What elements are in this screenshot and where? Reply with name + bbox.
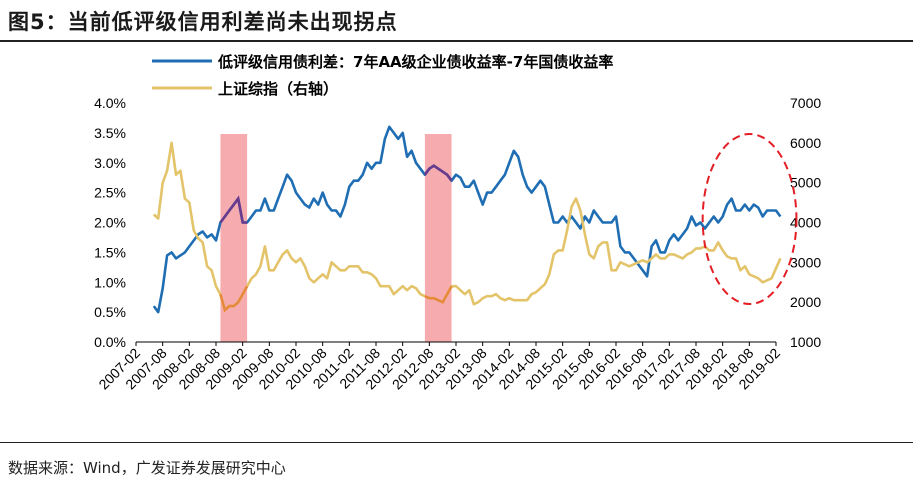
series-line-2 xyxy=(152,141,782,312)
y-left-tick-label: 1.5% xyxy=(94,244,126,260)
y-right-tick-label: 3000 xyxy=(790,254,821,270)
shaded-period-2 xyxy=(424,134,452,342)
y-right-tick-label: 1000 xyxy=(790,334,821,350)
y-left-tick-label: 2.0% xyxy=(94,215,126,231)
series-line-1-shaded-segment xyxy=(423,164,453,182)
y-right-tick-label: 2000 xyxy=(790,294,821,310)
legend-label-1: 低评级信用债利差：7年AA级企业债收益率-7年国债收益率 xyxy=(217,53,613,71)
title-rule xyxy=(0,40,913,42)
series-line-2-shaded-segment xyxy=(219,285,249,313)
highlight-dashed-ellipse xyxy=(701,133,798,305)
dual-axis-line-chart: 0.0% 0.5% 1.0% 1.5% 2.0% 2.5% 3.0% 3.5% 4.0% 1000… xyxy=(94,53,821,392)
y-left-tick-label: 3.0% xyxy=(94,155,126,171)
y-right-tick-label: 6000 xyxy=(790,135,821,151)
series-line-2-shaded-segment xyxy=(424,285,453,304)
source-note: 数据来源：Wind，广发证券发展研究中心 xyxy=(8,459,286,477)
y-left-tick-label: 0.5% xyxy=(94,304,126,320)
y-left-tick-label: 3.5% xyxy=(94,125,126,141)
source-rule xyxy=(0,442,913,443)
series-line-1 xyxy=(152,125,782,314)
y-left-tick-label: 2.5% xyxy=(94,185,126,201)
y-left-tick-label: 1.0% xyxy=(94,274,126,290)
y-left-tick-label: 0.0% xyxy=(94,334,126,350)
figure-title: 图5：当前低评级信用利差尚未出现拐点 xyxy=(8,10,398,34)
y-right-tick-label: 4000 xyxy=(790,215,821,231)
y-right-tick-label: 5000 xyxy=(790,175,821,191)
figure-title-bar: 图5：当前低评级信用利差尚未出现拐点 xyxy=(0,0,913,44)
series-line-1-shaded-segment xyxy=(219,195,248,224)
y-left-tick-label: 4.0% xyxy=(94,95,126,111)
legend-label-2: 上证综指（右轴） xyxy=(218,80,338,98)
y-right-tick-label: 7000 xyxy=(790,95,821,111)
